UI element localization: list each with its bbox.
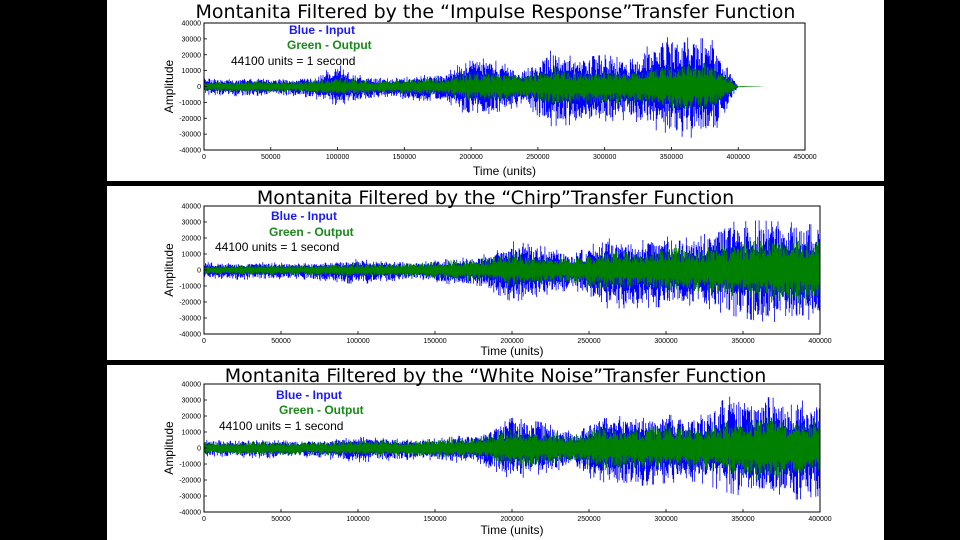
x-tick-label: 250000 [577,338,600,345]
y-tick-label: 30000 [182,398,202,405]
x-tick-label: 50000 [261,154,281,161]
chart-title: Montanita Filtered by the “Chirp”Transfe… [256,187,735,209]
y-axis-label: Amplitude [162,60,176,114]
x-tick-label: 0 [202,154,206,161]
x-tick-label: 250000 [526,154,549,161]
legend-output-label: Green - Output [279,403,364,417]
y-tick-label: 20000 [182,414,202,421]
y-tick-label: -10000 [179,284,201,291]
y-axis-label: Amplitude [162,421,176,475]
legend-input-label: Blue - Input [271,209,337,223]
x-axis-label: Time (units) [473,164,536,178]
series-output-waveform [204,62,763,111]
y-tick-label: 10000 [182,430,202,437]
legend-sample-rate-note: 44100 units = 1 second [219,419,343,433]
y-tick-label: 20000 [182,52,202,59]
x-tick-label: 350000 [731,338,754,345]
x-tick-label: 150000 [423,338,446,345]
x-tick-label: 300000 [654,516,677,523]
x-tick-label: 300000 [654,338,677,345]
x-tick-label: 50000 [271,516,291,523]
y-tick-label: 10000 [182,68,202,75]
y-axis-label: Amplitude [162,243,176,297]
x-tick-label: 0 [202,516,206,523]
y-tick-label: -40000 [179,332,201,339]
y-tick-label: 30000 [182,36,202,43]
y-tick-label: 40000 [182,21,202,28]
y-tick-label: 10000 [182,252,202,259]
y-tick-label: 30000 [182,220,202,227]
x-tick-label: 150000 [423,516,446,523]
x-axis-label: Time (units) [481,344,544,358]
x-tick-label: 400000 [727,154,750,161]
x-tick-label: 150000 [393,154,416,161]
y-tick-label: -30000 [179,132,201,139]
chart-title: Montanita Filtered by the “White Noise”T… [224,365,767,387]
y-tick-label: 20000 [182,236,202,243]
x-tick-label: 300000 [593,154,616,161]
y-tick-label: -20000 [179,116,201,123]
y-tick-label: -40000 [179,510,201,517]
x-tick-label: 450000 [793,154,816,161]
x-tick-label: 50000 [271,338,291,345]
y-tick-label: -20000 [179,300,201,307]
slide: Montanita Filtered by the “Impulse Respo… [107,0,884,540]
y-tick-label: -30000 [179,494,201,501]
legend-output-label: Green - Output [269,225,354,239]
x-tick-label: 100000 [346,516,369,523]
x-tick-label: 200000 [500,338,523,345]
x-tick-label: 350000 [660,154,683,161]
waveform-chart-chirp: 0 50000 100000 150000 200000 250000 300000 3500… [162,204,832,359]
legend-input-label: Blue - Input [276,388,342,402]
x-tick-label: 350000 [731,516,754,523]
legend-sample-rate-note: 44100 units = 1 second [215,240,339,254]
y-tick-label: 40000 [182,382,202,389]
x-tick-label: 400000 [808,338,831,345]
chart-panel-white-noise: Montanita Filtered by the “White Noise”T… [107,365,884,540]
chart-title: Montanita Filtered by the “Impulse Respo… [195,1,796,23]
x-tick-label: 250000 [577,516,600,523]
legend-output-label: Green - Output [287,38,372,52]
series-output-waveform [204,416,820,480]
x-tick-label: 0 [202,338,206,345]
x-tick-label: 200000 [500,516,523,523]
series-output-waveform [204,237,820,303]
y-tick-label: -40000 [179,148,201,155]
legend-input-label: Blue - Input [289,23,355,37]
y-tick-label: 0 [197,84,201,91]
legend-sample-rate-note: 44100 units = 1 second [231,54,355,68]
x-tick-label: 100000 [326,154,349,161]
y-tick-label: 0 [197,268,201,275]
x-tick-label: 400000 [808,516,831,523]
waveform-chart-white-noise: 0 50000 100000 150000 200000 250000 300000 3500… [162,382,832,538]
x-axis-label: Time (units) [481,523,544,537]
x-tick-label: 200000 [459,154,482,161]
y-tick-label: -20000 [179,478,201,485]
y-tick-label: -10000 [179,100,201,107]
y-tick-label: -10000 [179,462,201,469]
x-tick-label: 100000 [346,338,369,345]
waveform-chart-impulse-response: 0 50000 100000 150000 200000 250000 300000 3500… [162,21,817,179]
chart-panel-impulse-response: Montanita Filtered by the “Impulse Respo… [107,0,884,181]
y-tick-label: -30000 [179,316,201,323]
y-tick-label: 40000 [182,204,202,211]
chart-panel-chirp: Montanita Filtered by the “Chirp”Transfe… [107,186,884,360]
y-tick-label: 0 [197,446,201,453]
